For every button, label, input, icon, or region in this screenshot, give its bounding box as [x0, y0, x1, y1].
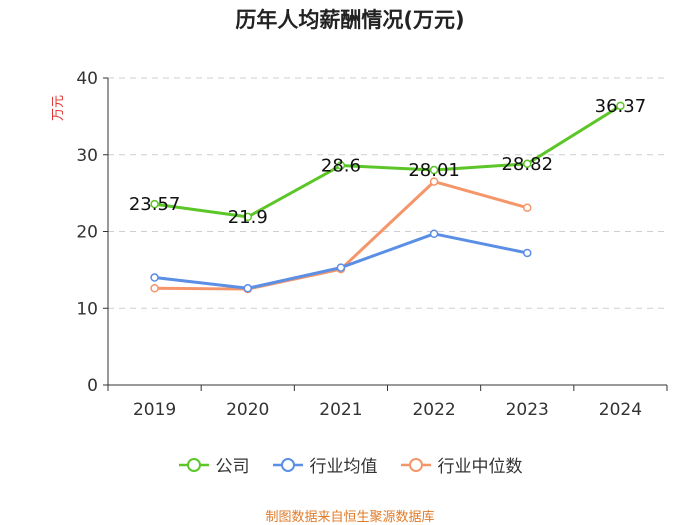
data-label: 28.6 [321, 155, 361, 176]
legend-label: 公司 [215, 457, 250, 477]
legend-label: 行业中位数 [437, 457, 523, 477]
data-point [243, 212, 252, 222]
x-tick-label: 2024 [599, 400, 642, 420]
data-labels: 23.57 21.9 28.6 28.01 28.82 36.37 [129, 96, 646, 228]
series-line-1 [154, 232, 528, 290]
data-label: 36.37 [595, 96, 647, 117]
legend-marker-icon [178, 457, 209, 472]
data-point [523, 248, 532, 258]
legend-marker-icon [272, 457, 303, 472]
legend-dot [408, 457, 423, 472]
x-tick-label: 2023 [506, 400, 549, 420]
data-point [150, 273, 159, 282]
x-tick-label: 2020 [226, 400, 269, 420]
x-tick-label: 2019 [133, 400, 176, 420]
y-tick-label: 0 [87, 376, 98, 396]
chart-title: 历年人均薪酬情况(万元) [235, 8, 465, 32]
source-note: 制图数据来自恒生聚源数据库 [265, 510, 435, 525]
data-point [429, 229, 439, 239]
data-point [523, 203, 532, 212]
legend-marker-icon [400, 457, 431, 472]
data-point [616, 101, 625, 111]
data-point [429, 165, 439, 175]
data-point [150, 284, 159, 293]
legend-dot [186, 457, 201, 472]
data-label: 28.82 [501, 154, 553, 175]
legend-item-0[interactable]: 公司 [178, 452, 250, 477]
y-tick-label: 20 [76, 223, 98, 243]
x-tick-label: 2021 [319, 400, 362, 420]
legend-item-2[interactable]: 行业中位数 [400, 452, 523, 477]
data-point [336, 161, 346, 170]
x-tick-label: 2022 [412, 400, 455, 420]
legend-item-1[interactable]: 行业均值 [272, 452, 378, 477]
y-tick-label: 30 [76, 146, 98, 166]
data-label: 21.9 [228, 207, 268, 228]
y-tick-label: 10 [76, 299, 98, 319]
series-lines [150, 101, 625, 294]
y-tick-label: 40 [76, 69, 98, 89]
data-point [523, 159, 532, 169]
legend-dot [280, 457, 295, 472]
legend-label: 行业均值 [309, 457, 378, 477]
gridlines [108, 77, 667, 309]
data-point [429, 177, 439, 186]
data-point [243, 284, 252, 293]
y-axis-label-group: 万元 [51, 95, 66, 121]
data-label: 28.01 [408, 160, 460, 181]
data-point [336, 263, 346, 272]
data-label: 23.57 [129, 194, 181, 215]
series-line-0 [154, 104, 622, 219]
y-axis-label: 万元 [51, 95, 66, 121]
data-point [150, 199, 159, 209]
legend: 公司 行业均值 行业中位数 [0, 452, 700, 477]
axes: 0 10 20 30 40 2019 2020 2021 2022 2023 2024 [76, 69, 668, 420]
